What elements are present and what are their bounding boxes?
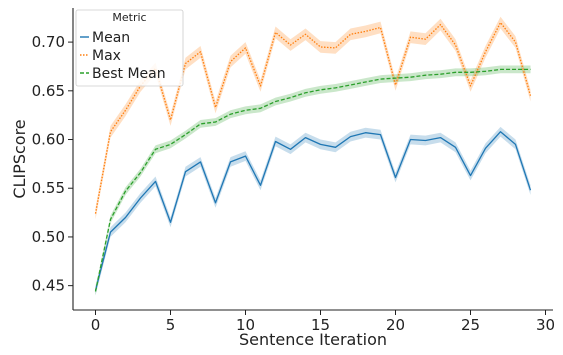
y-tick-label: 0.70	[32, 33, 65, 51]
legend-label: Best Mean	[92, 66, 166, 82]
legend-label: Max	[92, 48, 121, 64]
legend-box	[75, 9, 184, 87]
x-tick-label: 0	[91, 316, 101, 334]
y-axis-ticks: 0.45 0.50 0.55 0.60 0.65 0.70	[32, 33, 73, 295]
x-tick-label: 30	[536, 316, 555, 334]
x-tick-label: 10	[236, 316, 255, 334]
series-band	[95, 126, 531, 296]
y-tick-label: 0.45	[32, 277, 65, 295]
legend: Metric Mean Max Best Mean	[75, 9, 184, 87]
x-tick-label: 25	[461, 316, 480, 334]
y-tick-label: 0.55	[32, 179, 65, 197]
x-axis-label: Sentence Iteration	[239, 330, 387, 349]
series-band	[95, 65, 531, 296]
series-line	[94, 68, 531, 292]
legend-label: Mean	[92, 30, 130, 46]
legend-title: Metric	[112, 11, 146, 24]
legend-items: Mean Max Best Mean	[80, 30, 166, 82]
y-axis-label: CLIPScore	[10, 119, 29, 198]
x-tick-label: 15	[311, 316, 330, 334]
y-tick-label: 0.50	[32, 228, 65, 246]
y-tick-label: 0.65	[32, 82, 65, 100]
x-tick-label: 20	[386, 316, 405, 334]
series-line	[94, 131, 532, 291]
x-axis-ticks: 0 5 10 15 20 25 30	[91, 310, 555, 334]
x-tick-label: 5	[166, 316, 176, 334]
series-lines	[94, 21, 532, 292]
series-line	[94, 21, 532, 214]
y-tick-label: 0.60	[32, 131, 65, 149]
series-band	[95, 16, 531, 220]
